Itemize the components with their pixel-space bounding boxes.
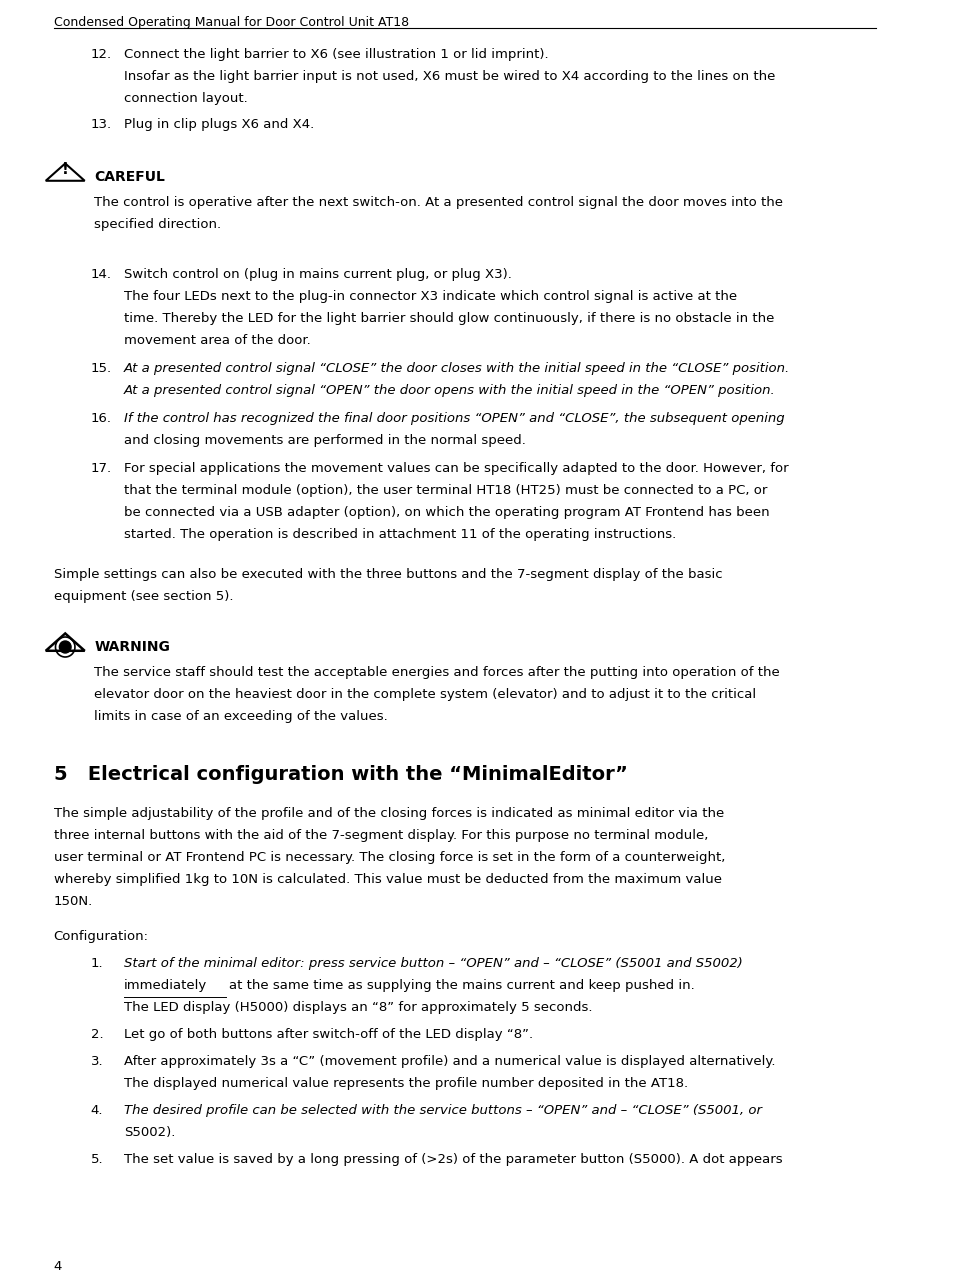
Text: For special applications the movement values can be specifically adapted to the : For special applications the movement va… xyxy=(124,462,787,475)
Text: 2.: 2. xyxy=(91,1028,103,1041)
Text: Insofar as the light barrier input is not used, X6 must be wired to X4 according: Insofar as the light barrier input is no… xyxy=(124,70,774,82)
Text: that the terminal module (option), the user terminal HT18 (HT25) must be connect: that the terminal module (option), the u… xyxy=(124,484,766,497)
Text: The displayed numerical value represents the profile number deposited in the AT1: The displayed numerical value represents… xyxy=(124,1077,687,1090)
Text: started. The operation is described in attachment 11 of the operating instructio: started. The operation is described in a… xyxy=(124,528,675,541)
Text: 150N.: 150N. xyxy=(53,895,92,908)
Text: equipment (see section 5).: equipment (see section 5). xyxy=(53,590,233,603)
Text: The four LEDs next to the plug-in connector X3 indicate which control signal is : The four LEDs next to the plug-in connec… xyxy=(124,290,736,303)
Text: After approximately 3s a “C” (movement profile) and a numerical value is display: After approximately 3s a “C” (movement p… xyxy=(124,1055,775,1068)
Text: Switch control on (plug in mains current plug, or plug X3).: Switch control on (plug in mains current… xyxy=(124,268,511,281)
Text: connection layout.: connection layout. xyxy=(124,91,247,106)
Text: Condensed Operating Manual for Door Control Unit AT18: Condensed Operating Manual for Door Cont… xyxy=(53,15,408,30)
Text: The desired profile can be selected with the service buttons – “OPEN” and – “CLO: The desired profile can be selected with… xyxy=(124,1104,760,1117)
Polygon shape xyxy=(46,634,85,650)
Text: CAREFUL: CAREFUL xyxy=(94,170,165,184)
Text: immediately: immediately xyxy=(124,979,207,992)
Text: The service staff should test the acceptable energies and forces after the putti: The service staff should test the accept… xyxy=(94,666,780,679)
Text: S5002).: S5002). xyxy=(124,1126,174,1139)
Text: Let go of both buttons after switch-off of the LED display “8”.: Let go of both buttons after switch-off … xyxy=(124,1028,532,1041)
Text: three internal buttons with the aid of the 7-segment display. For this purpose n: three internal buttons with the aid of t… xyxy=(53,829,707,842)
Text: If the control has recognized the final door positions “OPEN” and “CLOSE”, the s: If the control has recognized the final … xyxy=(124,412,783,425)
Text: 3.: 3. xyxy=(91,1055,103,1068)
Polygon shape xyxy=(46,164,85,180)
Text: 15.: 15. xyxy=(91,362,112,375)
Text: 12.: 12. xyxy=(91,48,112,61)
Text: specified direction.: specified direction. xyxy=(94,218,221,231)
Text: limits in case of an exceeding of the values.: limits in case of an exceeding of the va… xyxy=(94,710,388,723)
Text: 5   Electrical configuration with the “MinimalEditor”: 5 Electrical configuration with the “Min… xyxy=(53,765,627,784)
Text: be connected via a USB adapter (option), on which the operating program AT Front: be connected via a USB adapter (option),… xyxy=(124,506,768,519)
Text: The control is operative after the next switch-on. At a presented control signal: The control is operative after the next … xyxy=(94,196,782,209)
Text: 1.: 1. xyxy=(91,957,103,970)
Text: !: ! xyxy=(62,162,69,176)
Text: Connect the light barrier to X6 (see illustration 1 or lid imprint).: Connect the light barrier to X6 (see ill… xyxy=(124,48,548,61)
Text: WARNING: WARNING xyxy=(94,640,171,654)
Text: time. Thereby the LED for the light barrier should glow continuously, if there i: time. Thereby the LED for the light barr… xyxy=(124,312,773,325)
Text: The set value is saved by a long pressing of (>2s) of the parameter button (S500: The set value is saved by a long pressin… xyxy=(124,1153,781,1166)
Text: 16.: 16. xyxy=(91,412,112,425)
Text: At a presented control signal “CLOSE” the door closes with the initial speed in : At a presented control signal “CLOSE” th… xyxy=(124,362,789,375)
Text: Configuration:: Configuration: xyxy=(53,930,149,943)
Text: At a presented control signal “OPEN” the door opens with the initial speed in th: At a presented control signal “OPEN” the… xyxy=(124,384,775,397)
Text: 13.: 13. xyxy=(91,118,112,131)
Text: Plug in clip plugs X6 and X4.: Plug in clip plugs X6 and X4. xyxy=(124,118,314,131)
Text: Start of the minimal editor: press service button – “OPEN” and – “CLOSE” (S5001 : Start of the minimal editor: press servi… xyxy=(124,957,741,970)
Text: and closing movements are performed in the normal speed.: and closing movements are performed in t… xyxy=(124,434,525,447)
Text: whereby simplified 1kg to 10N is calculated. This value must be deducted from th: whereby simplified 1kg to 10N is calcula… xyxy=(53,873,720,886)
Text: The simple adjustability of the profile and of the closing forces is indicated a: The simple adjustability of the profile … xyxy=(53,808,723,820)
Text: 17.: 17. xyxy=(91,462,112,475)
Text: The LED display (H5000) displays an “8” for approximately 5 seconds.: The LED display (H5000) displays an “8” … xyxy=(124,1001,592,1014)
Text: elevator door on the heaviest door in the complete system (elevator) and to adju: elevator door on the heaviest door in th… xyxy=(94,688,756,701)
Text: Simple settings can also be executed with the three buttons and the 7-segment di: Simple settings can also be executed wit… xyxy=(53,568,721,581)
Text: user terminal or AT Frontend PC is necessary. The closing force is set in the fo: user terminal or AT Frontend PC is neces… xyxy=(53,851,724,864)
Text: 14.: 14. xyxy=(91,268,112,281)
Text: 5.: 5. xyxy=(91,1153,103,1166)
Circle shape xyxy=(59,641,71,653)
Text: movement area of the door.: movement area of the door. xyxy=(124,334,310,346)
Text: 4: 4 xyxy=(53,1260,62,1273)
Text: 4.: 4. xyxy=(91,1104,103,1117)
Text: at the same time as supplying the mains current and keep pushed in.: at the same time as supplying the mains … xyxy=(229,979,694,992)
